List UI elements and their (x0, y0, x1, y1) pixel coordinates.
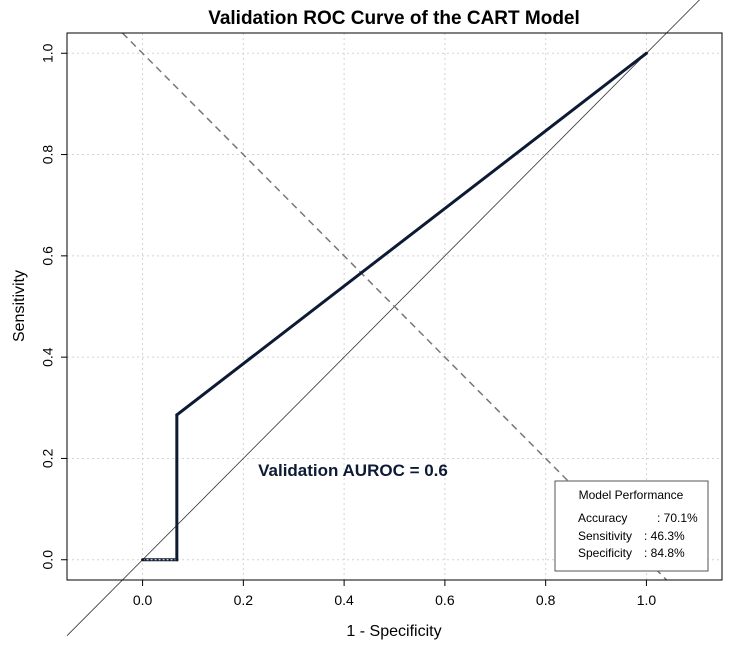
x-tick-label: 0.6 (435, 592, 455, 608)
x-axis-label: 1 - Specificity (346, 623, 441, 640)
performance-legend: Model Performance Accuracy : 70.1% Sensi… (554, 480, 709, 572)
x-tick-label: 1.0 (637, 592, 657, 608)
legend-box (554, 480, 709, 572)
legend-value-specificity: : 84.8% (644, 546, 685, 560)
x-tick-label: 0.2 (234, 592, 254, 608)
x-tick-label: 0.8 (536, 592, 556, 608)
roc-point (644, 51, 648, 55)
roc-point (141, 558, 145, 562)
chart-title: Validation ROC Curve of the CART Model (208, 8, 580, 29)
y-tick-label: 0.8 (40, 145, 56, 165)
x-tick-label: 0.4 (334, 592, 354, 608)
legend-value-accuracy: : 70.1% (657, 511, 698, 525)
x-tick-label: 0.0 (133, 592, 153, 608)
legend-title: Model Performance (579, 488, 684, 502)
y-tick-label: 0.6 (40, 246, 56, 266)
x-axis: 0.0 0.2 0.4 0.6 0.8 1.0 (133, 580, 657, 608)
y-tick-label: 1.0 (40, 43, 56, 63)
roc-point (175, 558, 179, 562)
legend-label-specificity: Specificity (578, 546, 632, 560)
y-tick-label: 0.2 (40, 449, 56, 469)
roc-series (141, 51, 648, 562)
y-axis-label: Sensitivity (11, 270, 28, 342)
legend-label-accuracy: Accuracy (578, 511, 627, 525)
legend-value-sensitivity: : 46.3% (644, 529, 685, 543)
plot-frame (66, 32, 723, 581)
y-axis: 0.0 0.2 0.4 0.6 0.8 1.0 (40, 43, 67, 569)
legend-label-sensitivity: Sensitivity (578, 529, 632, 543)
auroc-annotation: Validation AUROC = 0.6 (258, 461, 448, 480)
roc-point (175, 413, 179, 417)
y-tick-label: 0.0 (40, 550, 56, 570)
y-tick-label: 0.4 (40, 347, 56, 367)
